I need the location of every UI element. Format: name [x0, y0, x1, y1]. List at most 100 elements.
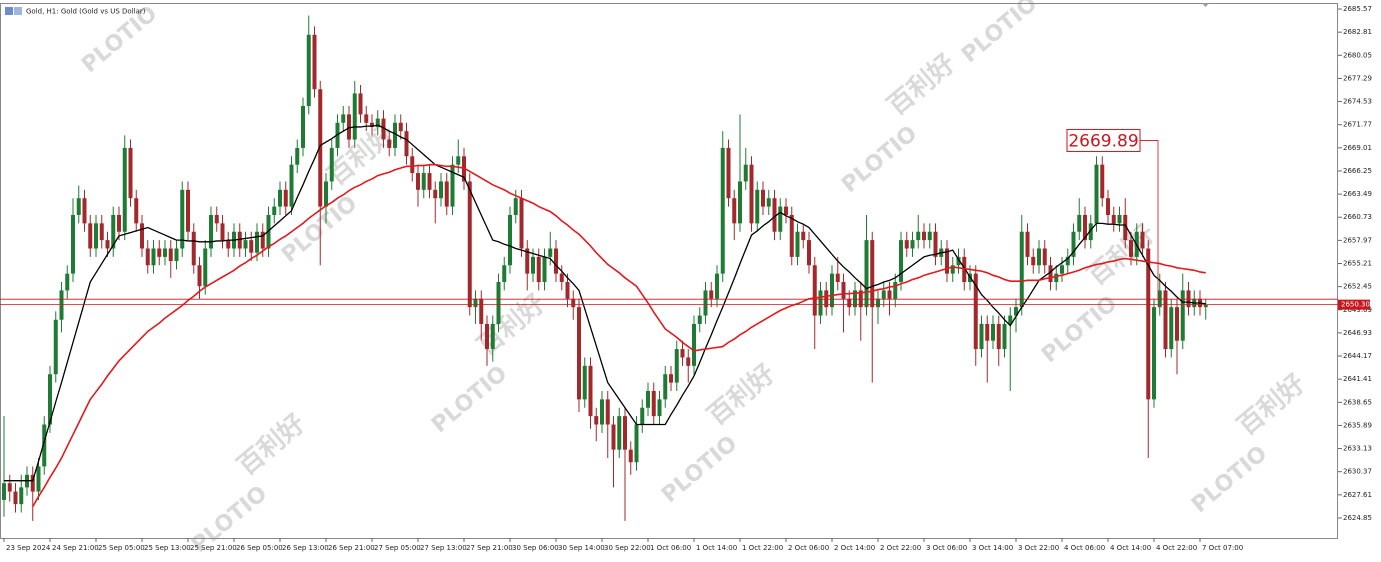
candle-body [312, 34, 317, 90]
candle-body [772, 198, 777, 232]
candle-body [893, 282, 898, 299]
y-tick-label: 2627.61 [1343, 491, 1372, 499]
candle-body [525, 248, 530, 274]
candle-body [421, 173, 426, 190]
candle-body [1054, 273, 1059, 283]
candle-body [784, 206, 788, 215]
candle-body [674, 349, 679, 383]
candle-body [703, 290, 708, 316]
candle-body [749, 164, 754, 224]
candle-body [71, 214, 75, 274]
candle-body [588, 365, 593, 417]
x-tick-label: 2 Oct 14:00 [834, 544, 875, 552]
candle-body [646, 390, 650, 408]
candle-body [743, 164, 748, 182]
x-tick-label: 25 Sep 21:00 [190, 544, 237, 552]
candle-body [1065, 256, 1070, 266]
candle-body [565, 282, 570, 299]
x-tick-label: 26 Sep 13:00 [282, 544, 329, 552]
candle-body [899, 240, 903, 283]
candle-body [151, 248, 156, 266]
x-tick-label: 25 Sep 05:00 [98, 544, 145, 552]
candle-body [617, 416, 622, 450]
candle-body [1083, 214, 1087, 241]
candle-body [956, 256, 961, 266]
candle-body [910, 240, 915, 249]
bid-label-box [1338, 299, 1370, 310]
candle-body [508, 214, 512, 266]
candle-body [398, 122, 403, 132]
candle-body [1094, 164, 1099, 224]
x-tick-label: 26 Sep 21:00 [328, 544, 375, 552]
candle-body [1152, 307, 1156, 400]
candle-body [824, 290, 829, 308]
candle-body [393, 122, 397, 148]
candle-body [1111, 214, 1116, 224]
candle-body [1157, 290, 1162, 308]
x-tick-label: 1 Oct 14:00 [696, 544, 737, 552]
chart-title: Gold, H1: Gold (Gold vs US Dollar) [26, 8, 146, 16]
candle-body [82, 198, 87, 224]
candle-body [134, 198, 139, 224]
candle-body [1071, 231, 1076, 257]
candle-body [1048, 265, 1053, 283]
candle-body [1203, 304, 1208, 308]
y-tick-label: 2677.29 [1343, 74, 1372, 82]
y-tick-label: 2649.69 [1343, 306, 1372, 314]
x-tick-label: 4 Oct 06:00 [1064, 544, 1105, 552]
candle-body [732, 198, 737, 224]
y-tick-label: 2624.85 [1343, 514, 1372, 522]
candle-body [249, 240, 254, 253]
candle-body [65, 273, 70, 291]
candle-body [237, 231, 242, 249]
x-tick-label: 1 Oct 06:00 [650, 544, 691, 552]
y-tick-label: 2638.65 [1343, 398, 1372, 406]
candle-body [594, 416, 599, 425]
candle-body [945, 248, 949, 274]
candle-body [278, 189, 282, 207]
annotation-label: 2669.89 [1068, 131, 1138, 151]
candle-body [536, 256, 541, 283]
candle-body [554, 248, 558, 274]
x-tick-label: 4 Oct 22:00 [1156, 544, 1197, 552]
candle-body [835, 273, 840, 283]
candle-body [99, 223, 104, 241]
candle-body [577, 307, 581, 400]
candle-body [485, 323, 489, 350]
candle-body [352, 93, 357, 140]
y-tick-label: 2666.25 [1343, 167, 1372, 175]
candle-body [387, 139, 392, 148]
candle-body [887, 290, 892, 299]
candle-body [191, 231, 196, 266]
candle-body [502, 265, 507, 283]
x-tick-label: 24 Sep 21:00 [52, 544, 99, 552]
candle-body [686, 357, 691, 366]
candle-body [1106, 198, 1110, 215]
candle-body [329, 147, 334, 182]
x-tick-label: 30 Sep 22:00 [604, 544, 651, 552]
candle-body [416, 173, 420, 190]
candle-body [1019, 231, 1024, 308]
y-tick-label: 2682.81 [1343, 28, 1372, 36]
candle-body [841, 282, 846, 299]
candle-body [830, 273, 834, 308]
candle-body [19, 487, 24, 505]
candle-body [111, 214, 116, 249]
candle-body [778, 206, 783, 232]
candle-body [979, 323, 984, 350]
candle-body [927, 231, 932, 241]
candle-body [950, 265, 955, 274]
candle-body [243, 240, 248, 249]
candle-body [904, 240, 909, 249]
x-tick-label: 30 Sep 14:00 [558, 544, 605, 552]
candle-body [548, 248, 553, 257]
candle-body [996, 323, 1001, 350]
candle-body [180, 189, 185, 249]
candle-body [1014, 307, 1018, 316]
candle-body [163, 248, 167, 257]
candle-body [663, 374, 668, 400]
y-tick-label: 2680.05 [1343, 51, 1372, 59]
candle-body [1123, 214, 1128, 241]
x-tick-label: 27 Sep 05:00 [374, 544, 421, 552]
candle-body [657, 399, 662, 417]
